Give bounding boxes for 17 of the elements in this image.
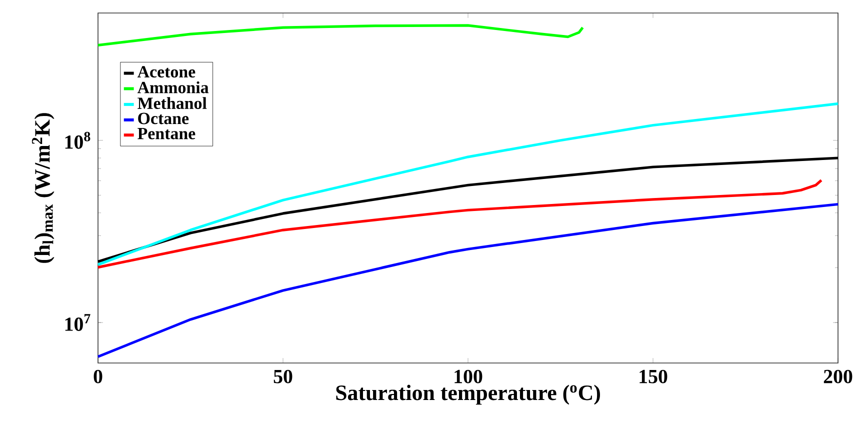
legend-label: Acetone <box>137 66 196 78</box>
legend-label: Octane <box>138 112 189 124</box>
legend-label: Ammonia <box>137 81 209 94</box>
y-tick-label: 10$^{7}$ <box>65 314 90 331</box>
legend-label: Pentane <box>138 128 196 140</box>
x-tick-label: 50 <box>274 370 292 384</box>
line-series <box>96 178 823 269</box>
x-tick-label: 100 <box>454 370 482 384</box>
x-tick-label: 0 <box>94 370 102 384</box>
x-tick-label: 150 <box>640 370 668 384</box>
y-tick-label: 10$^{8}$ <box>65 132 90 149</box>
line-series <box>96 24 584 46</box>
legend-label: Methanol <box>138 97 207 109</box>
y-axis-title: (h$_{l}$)$_{max}$ (W/m$^{2}$K) <box>32 113 54 263</box>
x-tick-label: 200 <box>824 370 852 384</box>
x-axis-title: Saturation temperature ($^{o}$C) <box>336 384 600 405</box>
line-series <box>96 202 840 358</box>
